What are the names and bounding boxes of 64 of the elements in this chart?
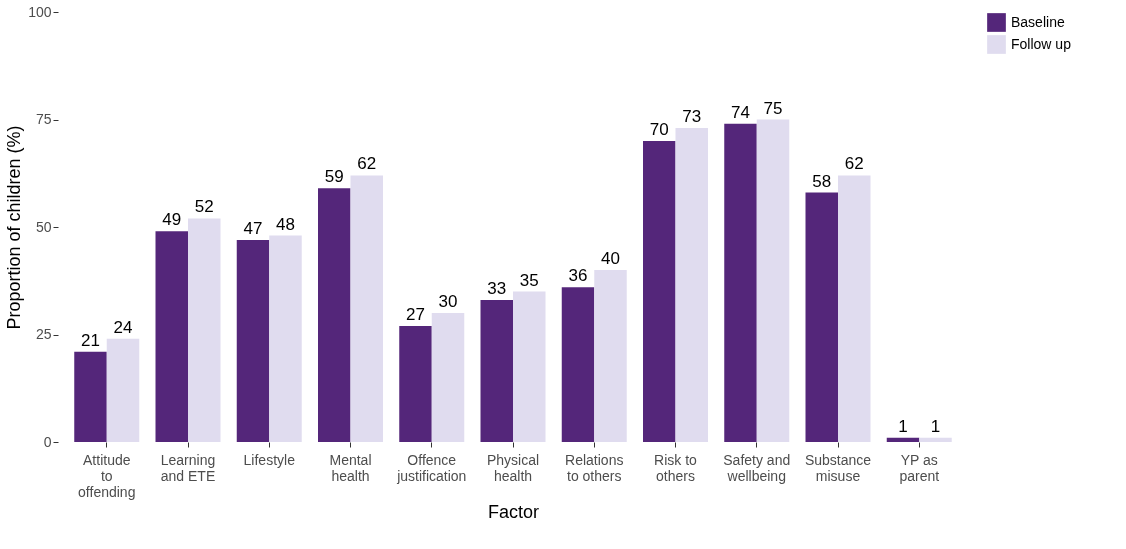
data-label: 58 xyxy=(812,171,832,191)
data-label: 74 xyxy=(731,102,750,122)
x-tick-label: Relations to others xyxy=(565,451,624,484)
bar xyxy=(561,287,595,442)
x-tick-label: Risk to others xyxy=(654,451,698,484)
bar xyxy=(886,437,920,442)
data-label: 30 xyxy=(438,292,458,311)
x-tick-label: Offence justification xyxy=(396,451,467,484)
data-label: 52 xyxy=(194,197,214,217)
bar xyxy=(236,239,270,442)
bar xyxy=(318,188,351,442)
x-tick-label: YP as parent xyxy=(899,451,940,484)
bar xyxy=(269,235,302,442)
data-label: 73 xyxy=(682,107,702,127)
bar xyxy=(350,175,383,442)
bar xyxy=(188,218,221,442)
data-label: 36 xyxy=(568,266,588,286)
y-tick-label: 25 xyxy=(35,326,52,342)
bar xyxy=(74,351,107,442)
data-label: 48 xyxy=(276,214,295,234)
data-label: 33 xyxy=(487,279,507,299)
data-label: 75 xyxy=(763,98,783,118)
data-label: 24 xyxy=(113,317,133,337)
data-label: 1 xyxy=(898,416,908,436)
x-tick-label: Lifestyle xyxy=(243,451,296,468)
data-label: 59 xyxy=(324,167,344,187)
bar xyxy=(155,231,188,442)
data-label: 21 xyxy=(81,330,100,350)
x-tick-label: Physical health xyxy=(486,451,540,484)
bar xyxy=(106,338,140,442)
y-axis-title: Proportion of children (%) xyxy=(4,125,25,330)
data-label: 62 xyxy=(357,154,377,174)
y-tick-label: 0 xyxy=(43,433,52,450)
legend-label: Baseline xyxy=(1011,13,1065,30)
x-tick-label: Mental health xyxy=(329,451,372,484)
data-label: 62 xyxy=(844,154,864,174)
data-label: 49 xyxy=(162,210,182,230)
bar xyxy=(480,300,513,442)
bar xyxy=(838,175,871,442)
data-label: 27 xyxy=(406,304,425,324)
y-tick-label: 100 xyxy=(28,3,52,20)
bar xyxy=(724,123,757,442)
data-label: 1 xyxy=(930,416,941,436)
bar xyxy=(431,313,465,442)
bar xyxy=(805,192,838,442)
x-axis-title: Factor xyxy=(487,501,540,522)
data-label: 47 xyxy=(243,218,263,238)
bar xyxy=(399,325,432,442)
data-label: 35 xyxy=(519,270,539,290)
y-tick-label: 50 xyxy=(35,218,52,235)
bar xyxy=(675,128,708,442)
x-tick-label: Attitude to offending xyxy=(78,451,136,500)
x-tick-label: Safety and wellbeing xyxy=(723,451,791,484)
bar xyxy=(643,141,676,442)
bar xyxy=(756,119,790,442)
y-tick-label: 75 xyxy=(35,111,52,127)
legend-label: Follow up xyxy=(1011,35,1072,52)
x-tick-label: Learning and ETE xyxy=(160,451,216,484)
x-tick-label: Substance misuse xyxy=(804,451,872,484)
bar xyxy=(919,437,952,442)
data-label: 40 xyxy=(601,249,620,268)
data-label: 70 xyxy=(649,120,669,139)
bar xyxy=(594,270,627,442)
bar xyxy=(513,291,546,442)
